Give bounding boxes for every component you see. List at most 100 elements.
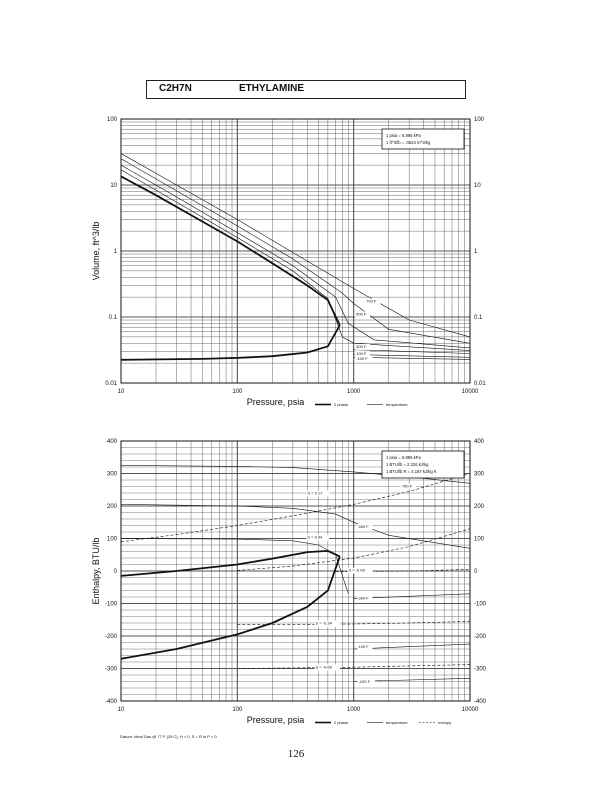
entropy-curve xyxy=(237,528,471,571)
entropy-curve xyxy=(335,569,471,572)
conversion-text: 1 psia = 6.895 kPa xyxy=(386,455,421,460)
x-tick-label: 10 xyxy=(118,389,125,395)
annotation-bg xyxy=(355,343,371,350)
x-tick-label: 1000 xyxy=(347,389,361,395)
curve-annotation: 700 F xyxy=(402,483,413,488)
legend-label: 2 phase xyxy=(334,720,349,725)
x-tick-label: 10000 xyxy=(462,707,479,713)
y-tick-label-right: 0.01 xyxy=(474,381,486,387)
annotation-bg xyxy=(355,311,371,318)
y-tick-label-right: 400 xyxy=(474,439,485,445)
curve-annotation: 500 F xyxy=(358,524,369,529)
chart-title-box: C2H7N ETHYLAMINE xyxy=(146,80,466,99)
two-phase-curve xyxy=(120,324,341,361)
curve-annotation: 700 F xyxy=(366,299,377,304)
annotation-bg xyxy=(355,351,371,358)
plot-frame xyxy=(120,440,471,702)
y-tick-label-left: 200 xyxy=(107,504,118,510)
annotation-bg xyxy=(357,644,373,651)
curve-annotation: S = 0.04 xyxy=(307,535,323,540)
temperature-curve xyxy=(353,357,471,360)
annotation-bg xyxy=(306,534,330,541)
x-axis-label: Pressure, psia xyxy=(247,715,305,725)
temperature-curve xyxy=(120,169,471,351)
temperature-curve xyxy=(353,354,471,358)
annotation-bg xyxy=(357,679,376,686)
entropy-curve xyxy=(237,621,471,625)
plot-frame xyxy=(120,118,471,384)
temperature-curve xyxy=(353,643,471,650)
two-phase-curve xyxy=(120,175,341,326)
x-tick-label: 1000 xyxy=(347,707,361,713)
curve-annotation: -100 F xyxy=(358,679,370,684)
temperature-curve xyxy=(120,504,471,549)
y-tick-label-right: -100 xyxy=(474,602,487,608)
y-tick-label-left: 400 xyxy=(107,439,118,445)
page-number: 126 xyxy=(287,748,305,760)
temperature-curve xyxy=(120,158,471,344)
y-tick-label-left: -400 xyxy=(105,699,118,705)
y-tick-label-left: 10 xyxy=(110,183,117,189)
chemical-formula: C2H7N xyxy=(159,83,192,94)
temperature-curve xyxy=(120,164,471,349)
conversion-text: 1 psia = 6.895 kPa xyxy=(386,133,421,138)
annotation-bg xyxy=(347,567,373,574)
entropy-curve xyxy=(120,473,471,543)
y-tick-label-left: 300 xyxy=(107,472,118,478)
temperature-curve xyxy=(120,538,349,594)
y-tick-label-right: 0 xyxy=(474,569,478,575)
y-axis-label: Volume, ft^3/lb xyxy=(91,222,101,281)
annotation-bg xyxy=(314,664,340,671)
conversion-box xyxy=(381,128,465,150)
x-axis-label: Pressure, psia xyxy=(247,397,305,407)
curve-annotation: 300 F xyxy=(356,344,367,349)
legend-label: 2 phase xyxy=(334,402,349,407)
y-tick-label-left: 100 xyxy=(107,117,118,123)
y-tick-label-left: -200 xyxy=(105,634,118,640)
y-tick-label-right: 10 xyxy=(474,183,481,189)
y-tick-label-right: -200 xyxy=(474,634,487,640)
y-tick-label-right: 1 xyxy=(474,249,478,255)
curve-annotation: S = -0.34 xyxy=(316,621,333,626)
annotation-bg xyxy=(306,490,330,497)
annotation-bg xyxy=(365,298,381,305)
y-tick-label-left: -100 xyxy=(105,602,118,608)
annotation-bg xyxy=(314,620,340,627)
legend-label: temperature xyxy=(386,402,408,407)
x-tick-label: 10 xyxy=(118,707,125,713)
datum-footnote: Datum: Ideal Gas @ 77 F (25 C), H = 0, S… xyxy=(120,734,217,739)
x-tick-label: 100 xyxy=(232,389,243,395)
two-phase-curve xyxy=(120,549,341,577)
y-tick-label-left: 0.01 xyxy=(105,381,117,387)
chemical-name: ETHYLAMINE xyxy=(239,83,304,94)
y-tick-label-left: 100 xyxy=(107,537,118,543)
legend-label: temperature xyxy=(386,720,408,725)
y-tick-label-right: -300 xyxy=(474,667,487,673)
conversion-box xyxy=(381,450,465,479)
curve-annotation: 100 F xyxy=(356,351,367,356)
curve-annotation: 100 F xyxy=(358,644,369,649)
y-tick-label-right: 200 xyxy=(474,504,485,510)
curve-annotation: 300 F xyxy=(358,596,369,601)
y-tick-label-right: 300 xyxy=(474,472,485,478)
two-phase-curve xyxy=(120,556,341,660)
y-axis-label: Enthalpy, BTU/lb xyxy=(91,538,101,605)
curve-annotation: S = 0.17 xyxy=(307,491,323,496)
y-tick-label-left: 0 xyxy=(114,569,118,575)
x-tick-label: 100 xyxy=(232,707,243,713)
entropy-curve xyxy=(237,664,471,669)
annotation-bg xyxy=(357,523,373,530)
curve-annotation: S = -0.69 xyxy=(316,665,333,670)
conversion-text: 1 BTU/lb R = 4.187 kJ/kg K xyxy=(386,469,437,474)
annotation-bg xyxy=(355,355,373,362)
conversion-text: 1 BTU/lb = 2.326 kJ/kg xyxy=(386,462,429,467)
y-tick-label-right: 100 xyxy=(474,537,485,543)
curve-annotation: -100 F xyxy=(356,356,368,361)
temperature-curve xyxy=(353,349,471,354)
annotation-bg xyxy=(357,595,373,602)
annotation-bg xyxy=(400,483,416,490)
curve-annotation: 500 F xyxy=(356,312,367,317)
y-tick-label-right: -400 xyxy=(474,699,487,705)
enthalpy-pressure-chart: 10 100 1000 10000-400 -400-300 -300-200 -200-1… xyxy=(91,439,487,725)
